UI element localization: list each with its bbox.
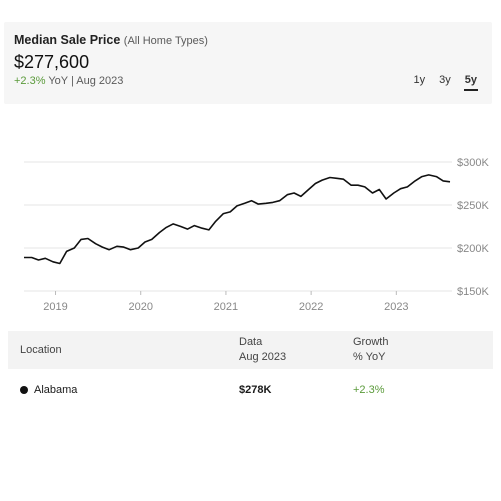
- table-header: Location Data Aug 2023 Growth % YoY: [8, 331, 493, 369]
- row-location: Alabama: [34, 384, 78, 396]
- price-chart-svg: $150K $200K $250K $300K 2019 2020 2021 2022 2023: [24, 157, 489, 313]
- table-row[interactable]: Alabama $278K +2.3%: [8, 372, 493, 408]
- col-location-header: Location: [20, 344, 62, 356]
- col-data-header: Data Aug 2023: [239, 335, 286, 365]
- price-chart: $150K $200K $250K $300K 2019 2020 2021 2022 2023: [0, 150, 501, 320]
- row-data-value: $278K: [239, 384, 272, 396]
- yoy-change: +2.3%: [14, 75, 46, 87]
- col-data-title: Data: [239, 336, 263, 348]
- range-tab-3y[interactable]: 3y: [439, 74, 451, 86]
- current-price: $277,600: [14, 52, 90, 72]
- x-tick-label: 2023: [384, 301, 408, 313]
- range-tab-1y[interactable]: 1y: [413, 74, 426, 86]
- range-tab-5y[interactable]: 5y: [463, 74, 478, 91]
- range-tabs: 1y 3y 5y: [413, 74, 478, 91]
- col-growth-header: Growth % YoY: [353, 335, 388, 365]
- yoy-suffix: YoY | Aug 2023: [48, 75, 124, 87]
- price-series-line: [24, 174, 451, 265]
- x-tick-label: 2022: [299, 301, 323, 313]
- series-color-dot: [20, 386, 28, 394]
- metric-subtitle: (All Home Types): [123, 35, 208, 47]
- metric-title: Median Sale Price: [14, 33, 121, 47]
- row-growth-value: +2.3%: [353, 384, 385, 396]
- x-tick-label: 2021: [214, 301, 238, 313]
- x-tick-label: 2020: [128, 301, 152, 313]
- metric-title-row: Median Sale Price (All Home Types): [14, 33, 208, 47]
- y-tick-label: $200K: [457, 243, 489, 255]
- y-tick-label: $250K: [457, 200, 489, 212]
- col-growth-title: Growth: [353, 336, 389, 348]
- yoy-row: +2.3% YoY | Aug 2023: [14, 75, 123, 87]
- col-growth-subtitle: % YoY: [353, 351, 386, 363]
- col-data-subtitle: Aug 2023: [239, 351, 287, 363]
- y-tick-label: $300K: [457, 157, 489, 169]
- y-tick-label: $150K: [457, 286, 489, 298]
- x-tick-label: 2019: [43, 301, 67, 313]
- summary-card: Median Sale Price (All Home Types) $277,…: [4, 22, 492, 104]
